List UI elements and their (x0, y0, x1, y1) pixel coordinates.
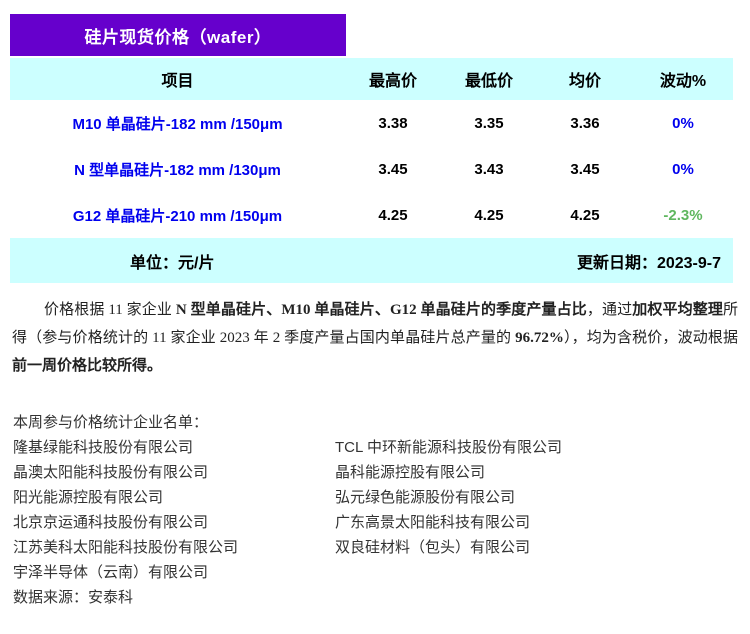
row-low-value: 3.43 (474, 160, 504, 178)
row-change-value: 0% (672, 160, 694, 178)
row-change-value: 0% (672, 114, 694, 132)
update-date-label: 更新日期：2023-9-7 (576, 254, 721, 272)
row-low-value: 4.25 (474, 206, 504, 224)
methodology-note: 价格根据 11 家企业 N 型单晶硅片、M10 单晶硅片、G12 单晶硅片的季度… (12, 296, 738, 380)
row-item-label: N 型单晶硅片-182 mm /130μm (74, 161, 281, 179)
company-name: 宇泽半导体（云南）有限公司 (13, 564, 209, 581)
note-segment: 价格根据 11 家企业 (44, 302, 176, 318)
note-segment-bold: N 型单晶硅片、M10 单晶硅片、G12 单晶硅片的季度产量占比 (175, 302, 587, 318)
table-header-row: 项目 最高价 最低价 均价 波动% (10, 58, 733, 100)
company-name: TCL 中环新能源科技股份有限公司 (335, 439, 562, 456)
company-list-title: 本周参与价格统计企业名单： (13, 414, 209, 431)
column-header-item: 项目 (161, 73, 194, 90)
note-segment-bold: 前一周价格比较所得。 (12, 358, 163, 374)
column-header-avg: 均价 (568, 73, 601, 90)
row-avg-value: 3.36 (570, 114, 600, 132)
company-name: 北京京运通科技股份有限公司 (13, 514, 209, 531)
row-avg-value: 3.45 (570, 160, 600, 178)
table-row: G12 单晶硅片-210 mm /150μm 4.25 4.25 4.25 -2… (10, 192, 733, 238)
note-segment-bold: 加权平均整理 (632, 302, 723, 318)
table-row: M10 单晶硅片-182 mm /150μm 3.38 3.35 3.36 0% (10, 100, 733, 146)
table-footer-row: 单位：元/片 更新日期：2023-9-7 (10, 238, 733, 283)
company-name-empty (335, 560, 743, 585)
row-item-label: M10 单晶硅片-182 mm /150μm (72, 115, 283, 133)
unit-label: 单位：元/片 (130, 254, 215, 272)
report-title: 硅片现货价格（wafer） (84, 27, 272, 47)
price-table: 项目 最高价 最低价 均价 波动% M10 单晶硅片-182 mm /150μm… (10, 58, 733, 283)
company-list-section: 本周参与价格统计企业名单： 隆基绿能科技股份有限公司 TCL 中环新能源科技股份… (13, 410, 743, 610)
row-high-value: 3.38 (378, 114, 408, 132)
company-name: 广东高景太阳能科技有限公司 (335, 514, 531, 531)
row-item-label: G12 单晶硅片-210 mm /150μm (72, 207, 283, 225)
company-name: 江苏美科太阳能科技股份有限公司 (13, 539, 239, 556)
column-header-low: 最低价 (464, 73, 513, 90)
row-low-value: 3.35 (474, 114, 504, 132)
row-avg-value: 4.25 (570, 206, 600, 224)
note-segment: 所得（参与价格统计的 11 家企业 2023 年 2 季度产量占国内单晶硅片总产… (12, 302, 738, 346)
company-name: 双良硅材料（包头）有限公司 (335, 539, 531, 556)
row-change-value: -2.3% (663, 206, 703, 224)
note-segment: ），均为含税价，波动根据 (563, 330, 738, 346)
data-source-label: 数据来源：安泰科 (13, 589, 134, 606)
company-name: 隆基绿能科技股份有限公司 (13, 439, 194, 456)
row-high-value: 3.45 (378, 160, 408, 178)
company-name: 晶澳太阳能科技股份有限公司 (13, 464, 209, 481)
company-name: 晶科能源控股有限公司 (335, 464, 486, 481)
table-row: N 型单晶硅片-182 mm /130μm 3.45 3.43 3.45 0% (10, 146, 733, 192)
note-segment-bold: 96.72% (515, 330, 564, 346)
company-list-grid: 隆基绿能科技股份有限公司 TCL 中环新能源科技股份有限公司 晶澳太阳能科技股份… (13, 435, 743, 585)
column-header-change: 波动% (659, 73, 707, 90)
row-high-value: 4.25 (378, 206, 408, 224)
company-name: 弘元绿色能源股份有限公司 (335, 489, 516, 506)
report-title-block: 硅片现货价格（wafer） (10, 14, 346, 56)
column-header-high: 最高价 (368, 73, 417, 90)
company-name: 阳光能源控股有限公司 (13, 489, 164, 506)
note-segment: ，通过 (586, 302, 633, 318)
